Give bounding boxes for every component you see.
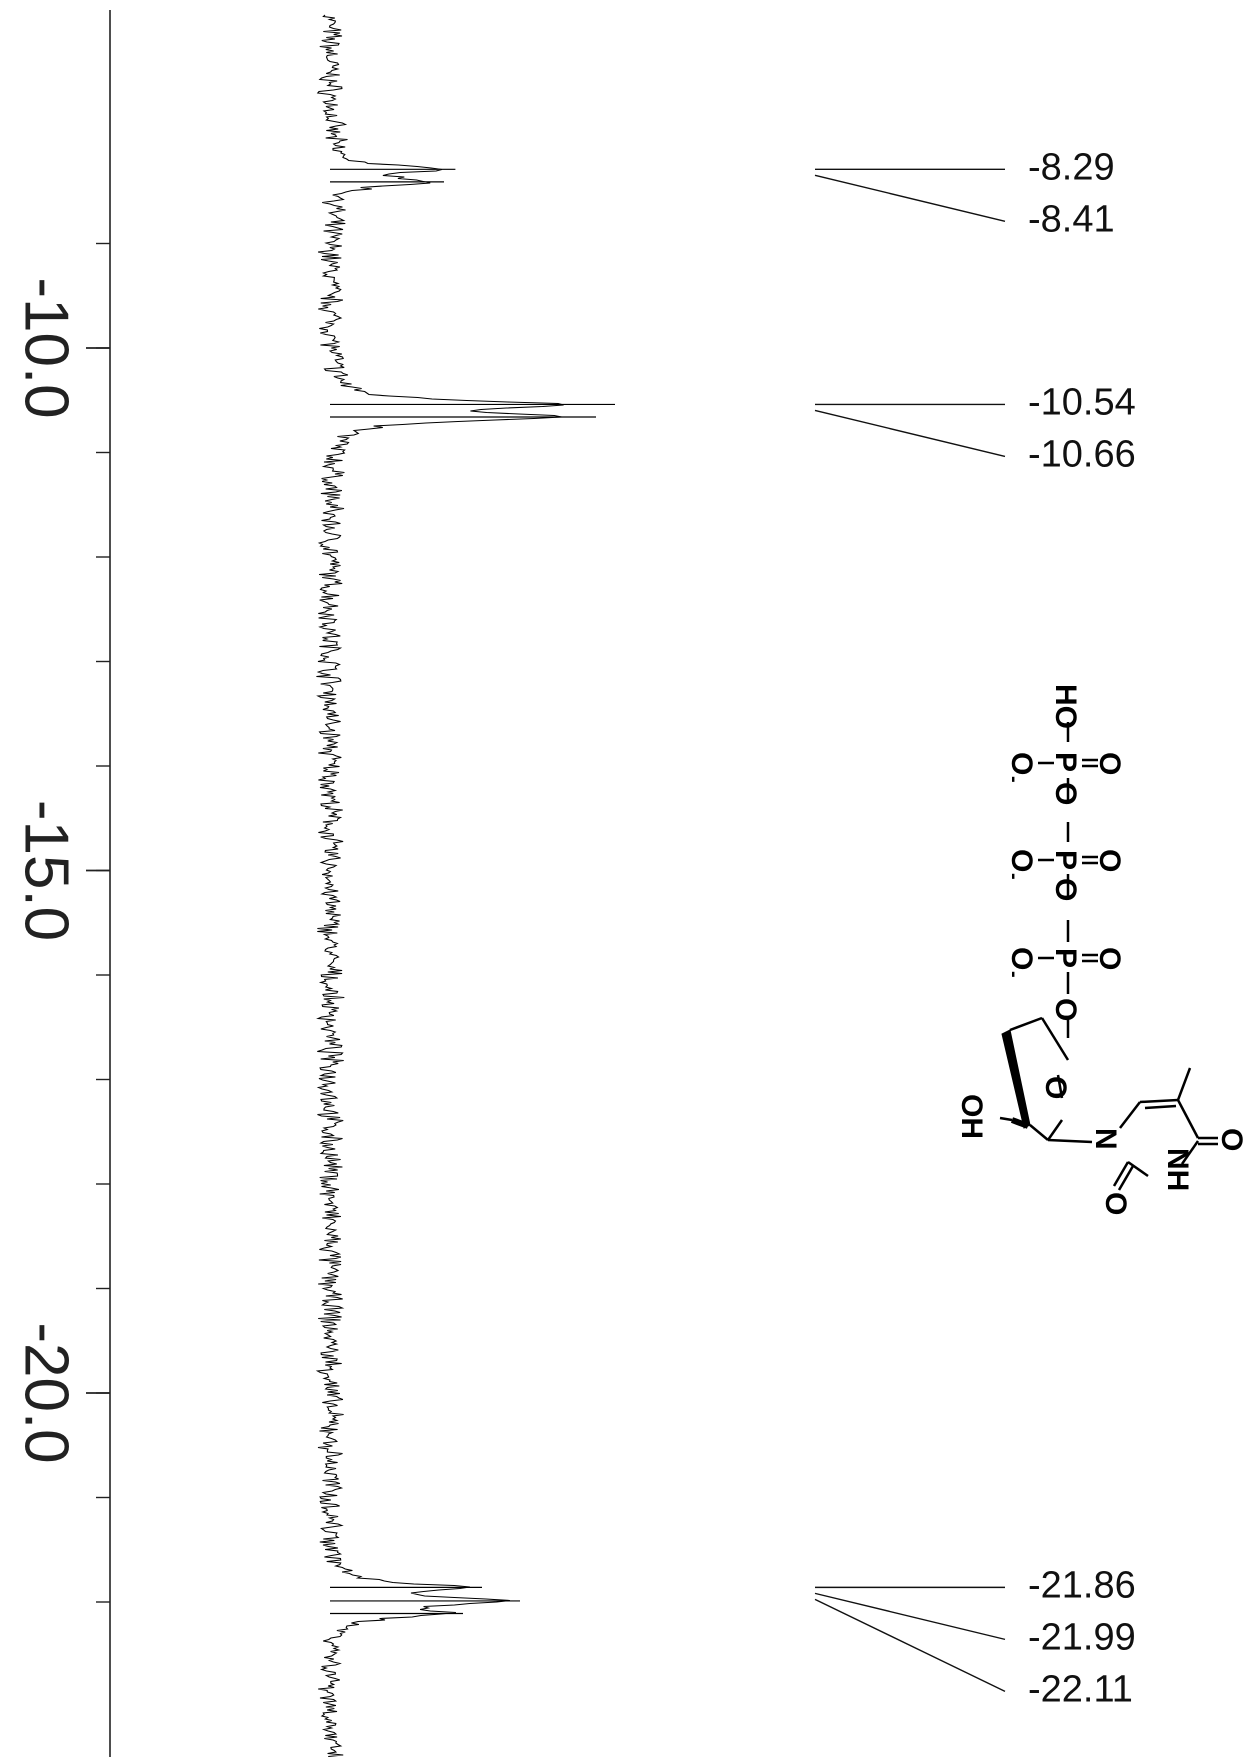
atom-oh: OH [955,1094,988,1139]
atom-o-minus-3: O [1005,947,1038,970]
atom-o-3: O [1049,998,1082,1021]
minor-ticks [96,242,110,1603]
atom-p-2: P [1049,850,1082,870]
atom-o-carbonyl-4: O [1215,1128,1248,1151]
peak-annotations: -8.29 -8.41 -10.54 -10.66 -21.86 -21.99 -22.11 [814,146,1136,1710]
atom-ho-top: HO [1049,684,1082,729]
atom-p-3: P [1049,948,1082,968]
charge-minus-2: - [1003,873,1025,880]
peak-connector [814,174,1006,222]
major-ticks: -10.0 -15.0 -20.0 [12,277,110,1464]
atom-o-minus-2: O [1005,849,1038,872]
charge-minus-3: - [1003,971,1025,978]
atom-o-double-2: O [1093,849,1126,872]
atom-o-1: O [1049,782,1082,805]
peak-label: -10.54 [1028,381,1136,423]
atom-p-1: P [1049,752,1082,772]
peak-label: -21.99 [1028,1616,1136,1658]
peak-label: -10.66 [1028,433,1136,475]
tick-label: -20.0 [12,1322,81,1463]
peak-connector [814,409,1006,458]
peak-marks [330,168,615,1615]
peak-connector [814,1598,1006,1693]
tick-label: -15.0 [12,800,81,941]
peak-label: -21.86 [1028,1564,1136,1606]
atom-o-carbonyl-2: O [1099,1192,1132,1215]
peak-label: -8.29 [1028,146,1115,188]
peak-label: -22.11 [1028,1668,1133,1710]
atom-o-ring: O [1039,1076,1072,1099]
ppm-axis: -10.0 -15.0 -20.0 [12,10,111,1757]
chemical-structure [999,722,1218,1191]
structure-atom-labels: HO P O P O P O O O O O O O O - - - OH N … [955,684,1248,1215]
atom-o-double-3: O [1093,947,1126,970]
atom-o-2: O [1049,878,1082,901]
peak-connector [814,1592,1006,1641]
charge-minus-1: - [1003,776,1025,783]
atom-o-double-1: O [1093,752,1126,775]
peak-label: -8.41 [1028,198,1115,240]
atom-o-minus-1: O [1005,752,1038,775]
atom-n: N [1089,1128,1122,1150]
atom-nh: NH [1161,1148,1194,1191]
tick-label: -10.0 [12,277,81,418]
spectrum-trace [315,14,564,1757]
